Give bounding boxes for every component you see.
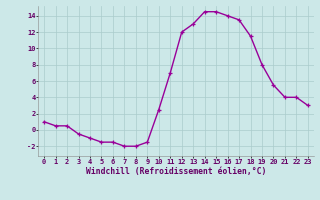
X-axis label: Windchill (Refroidissement éolien,°C): Windchill (Refroidissement éolien,°C) bbox=[86, 167, 266, 176]
